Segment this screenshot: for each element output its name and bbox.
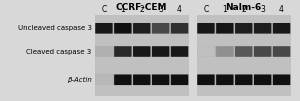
Text: β-Actin: β-Actin [67,77,92,83]
Bar [94,15,189,96]
Text: Nalm-6: Nalm-6 [226,3,262,12]
Bar [196,23,291,34]
FancyBboxPatch shape [152,23,169,34]
FancyBboxPatch shape [95,23,113,34]
Text: 1: 1 [121,5,125,14]
FancyBboxPatch shape [254,46,272,57]
FancyBboxPatch shape [254,75,272,85]
FancyBboxPatch shape [133,75,151,85]
FancyBboxPatch shape [235,75,253,85]
Text: 4: 4 [279,5,284,14]
Text: 1: 1 [223,5,227,14]
Bar [94,46,189,57]
Text: CCRF-CEM: CCRF-CEM [116,3,167,12]
FancyBboxPatch shape [216,75,233,85]
Bar [94,23,189,34]
FancyBboxPatch shape [197,46,215,57]
FancyBboxPatch shape [171,23,188,34]
Text: 2: 2 [242,5,246,14]
FancyBboxPatch shape [216,46,233,57]
Text: Cleaved caspase 3: Cleaved caspase 3 [26,48,92,55]
FancyBboxPatch shape [152,46,169,57]
Bar [196,46,291,57]
Text: C: C [101,5,106,14]
FancyBboxPatch shape [216,23,233,34]
FancyBboxPatch shape [95,46,113,57]
FancyBboxPatch shape [114,46,131,57]
FancyBboxPatch shape [152,75,169,85]
FancyBboxPatch shape [235,46,253,57]
Text: 4: 4 [177,5,182,14]
Text: 2: 2 [140,5,144,14]
FancyBboxPatch shape [254,23,272,34]
FancyBboxPatch shape [197,75,215,85]
FancyBboxPatch shape [273,23,290,34]
FancyBboxPatch shape [114,75,131,85]
FancyBboxPatch shape [95,75,113,85]
Text: Uncleaved caspase 3: Uncleaved caspase 3 [17,25,92,31]
Bar [196,15,291,96]
Bar [196,74,291,85]
FancyBboxPatch shape [273,46,290,57]
Text: C: C [203,5,208,14]
FancyBboxPatch shape [133,23,151,34]
FancyBboxPatch shape [171,46,188,57]
FancyBboxPatch shape [114,23,131,34]
FancyBboxPatch shape [197,23,215,34]
FancyBboxPatch shape [273,75,290,85]
Text: 3: 3 [260,5,265,14]
Text: 3: 3 [158,5,163,14]
FancyBboxPatch shape [235,23,253,34]
Bar [94,74,189,85]
FancyBboxPatch shape [171,75,188,85]
FancyBboxPatch shape [133,46,151,57]
